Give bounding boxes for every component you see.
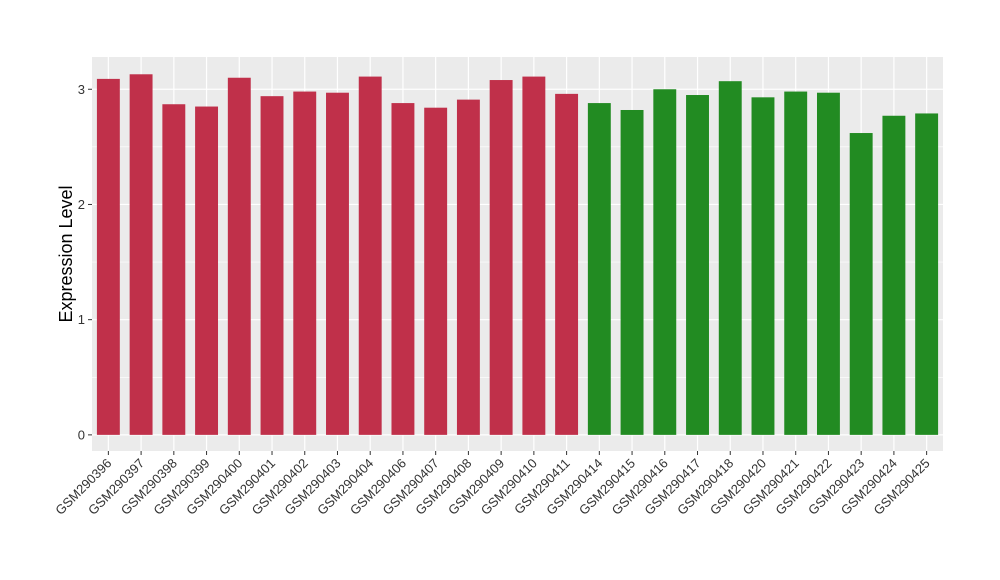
bar-GSM290406 [391,103,415,435]
y-axis-title: Expression Level [56,185,76,322]
bar-GSM290409 [489,80,513,435]
y-tick-label: 1 [78,312,85,327]
bar-GSM290424 [882,115,906,435]
bar-GSM290425 [915,113,939,435]
bar-GSM290399 [195,106,219,435]
bar-GSM290401 [260,96,284,435]
bar-GSM290407 [424,107,448,435]
bar-GSM290396 [96,78,120,435]
y-tick-label: 2 [78,197,85,212]
bar-GSM290403 [326,92,349,435]
bar-GSM290417 [686,95,709,435]
plot-panel [92,57,943,451]
bar-GSM290408 [456,99,480,435]
bar-GSM290402 [293,91,317,435]
bar-GSM290414 [587,103,611,435]
y-tick-label: 3 [78,82,85,97]
bar-GSM290421 [784,91,808,435]
bar-GSM290420 [751,97,775,435]
bar-GSM290415 [620,109,644,435]
y-axis: 0 1 2 3 [78,82,92,442]
bar-GSM290398 [162,104,186,435]
bar-GSM290416 [653,89,677,435]
bar-GSM290400 [227,77,251,435]
bar-GSM290411 [555,93,579,435]
y-tick-label: 0 [78,427,85,442]
bar-GSM290418 [718,81,742,435]
bars [96,74,939,435]
bar-GSM290423 [849,133,873,435]
x-axis: GSM290396GSM290397GSM290398GSM290399GSM2… [52,451,933,518]
bar-GSM290410 [522,76,546,435]
bar-GSM290422 [816,92,840,435]
bar-GSM290397 [129,74,153,435]
bar-GSM290404 [358,76,382,435]
